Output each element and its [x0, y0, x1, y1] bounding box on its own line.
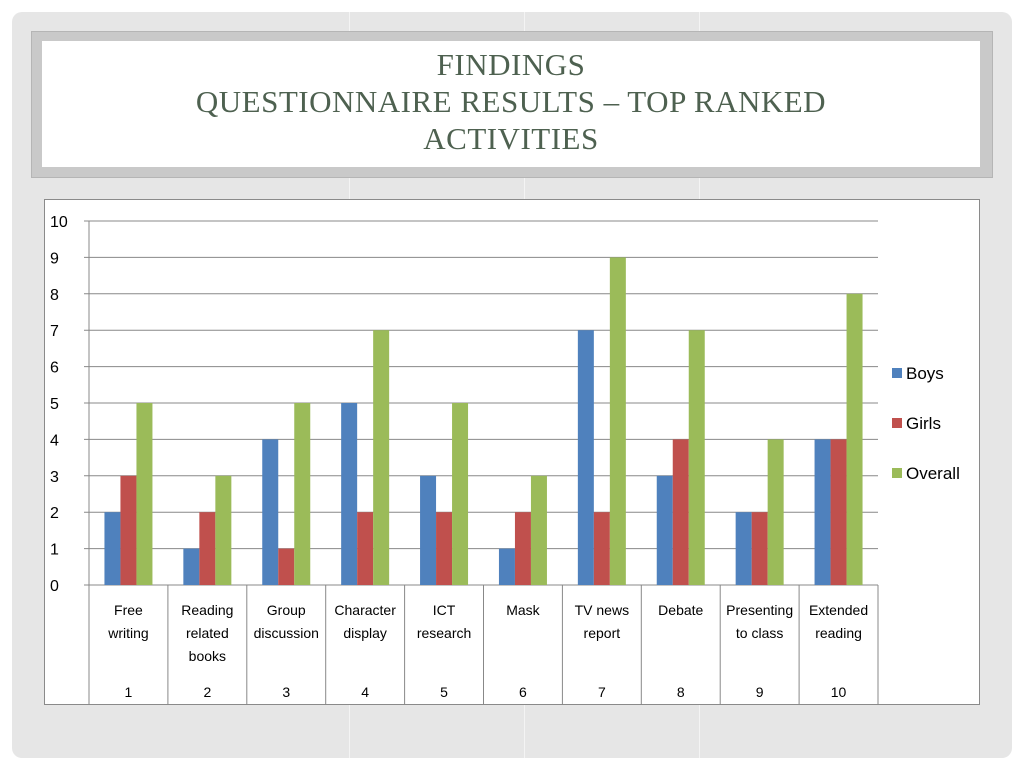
bar-boys — [341, 403, 358, 585]
legend-label: Overall — [906, 464, 960, 483]
category-label: books — [189, 648, 226, 664]
y-tick-label: 9 — [50, 250, 59, 267]
y-tick-label: 8 — [50, 287, 59, 304]
bar-girls — [751, 512, 768, 585]
legend-swatch-boys — [892, 368, 902, 378]
category-label: discussion — [254, 625, 319, 641]
category-rank-label: 3 — [282, 684, 290, 700]
bar-boys — [735, 512, 752, 585]
category-rank-label: 2 — [203, 684, 211, 700]
slide-title: FINDINGS QUESTIONNAIRE RESULTS – TOP RAN… — [42, 46, 980, 157]
y-tick-label: 5 — [50, 396, 59, 413]
bar-girls — [357, 512, 374, 585]
category-label: Reading — [181, 602, 233, 618]
bar-overall — [688, 330, 705, 585]
category-label: Debate — [658, 602, 703, 618]
bar-girls — [199, 512, 216, 585]
category-rank-label: 10 — [831, 684, 847, 700]
bar-girls — [830, 439, 847, 585]
category-label: writing — [107, 625, 148, 641]
legend-swatch-overall — [892, 468, 902, 478]
bar-overall — [215, 475, 232, 585]
y-tick-label: 4 — [50, 432, 59, 449]
legend-label: Boys — [906, 364, 944, 383]
y-tick-label: 2 — [50, 505, 59, 522]
legend-swatch-girls — [892, 418, 902, 428]
bar-overall — [294, 403, 311, 585]
bar-boys — [498, 548, 515, 585]
category-label: report — [584, 625, 621, 641]
y-tick-label: 3 — [50, 469, 59, 486]
category-rank-label: 4 — [361, 684, 369, 700]
bar-overall — [846, 293, 863, 585]
y-tick-label: 7 — [50, 323, 59, 340]
bar-overall — [136, 403, 153, 585]
category-label: related — [186, 625, 229, 641]
bar-girls — [436, 512, 453, 585]
bar-overall — [530, 475, 547, 585]
bar-boys — [104, 512, 121, 585]
bar-boys — [183, 548, 200, 585]
title-line-2: QUESTIONNAIRE RESULTS – TOP RANKED — [195, 84, 827, 119]
bar-boys — [577, 330, 594, 585]
bar-boys — [656, 475, 673, 585]
category-label: Extended — [809, 602, 868, 618]
bar-girls — [593, 512, 610, 585]
bar-overall — [767, 439, 784, 585]
bar-overall — [373, 330, 390, 585]
y-tick-label: 6 — [50, 360, 59, 377]
category-label: Character — [334, 602, 396, 618]
category-label: TV news — [575, 602, 629, 618]
category-rank-label: 9 — [756, 684, 764, 700]
category-label: research — [417, 625, 471, 641]
bar-girls — [278, 548, 295, 585]
bar-girls — [120, 475, 137, 585]
bar-girls — [672, 439, 689, 585]
bar-boys — [262, 439, 279, 585]
title-box — [42, 41, 980, 167]
y-tick-label: 1 — [50, 542, 59, 559]
category-rank-label: 5 — [440, 684, 448, 700]
category-rank-label: 1 — [125, 684, 133, 700]
title-line-1: FINDINGS — [436, 47, 586, 82]
bar-girls — [514, 512, 531, 585]
category-rank-label: 7 — [598, 684, 606, 700]
category-label: Presenting — [726, 602, 793, 618]
bar-boys — [420, 475, 437, 585]
category-label: Mask — [506, 602, 540, 618]
bar-boys — [814, 439, 831, 585]
bar-overall — [609, 257, 626, 585]
category-label: reading — [815, 625, 862, 641]
category-rank-label: 6 — [519, 684, 527, 700]
category-rank-label: 8 — [677, 684, 685, 700]
y-tick-label: 0 — [50, 578, 59, 595]
category-label: display — [343, 625, 387, 641]
bar-overall — [452, 403, 469, 585]
title-line-3: ACTIVITIES — [423, 121, 599, 156]
category-label: Group — [267, 602, 306, 618]
legend-label: Girls — [906, 414, 941, 433]
category-label: to class — [736, 625, 783, 641]
category-label: ICT — [433, 602, 456, 618]
bar-chart: 0 1 2 3 4 5 6 7 8 9 10 Free writing 1 Reading related bo… — [50, 214, 960, 705]
category-label: Free — [114, 602, 143, 618]
y-tick-label: 10 — [50, 214, 68, 231]
